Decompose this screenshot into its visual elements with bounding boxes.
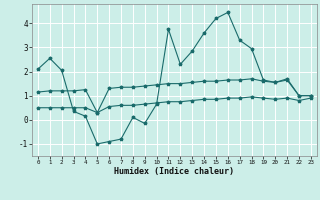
- X-axis label: Humidex (Indice chaleur): Humidex (Indice chaleur): [115, 167, 234, 176]
